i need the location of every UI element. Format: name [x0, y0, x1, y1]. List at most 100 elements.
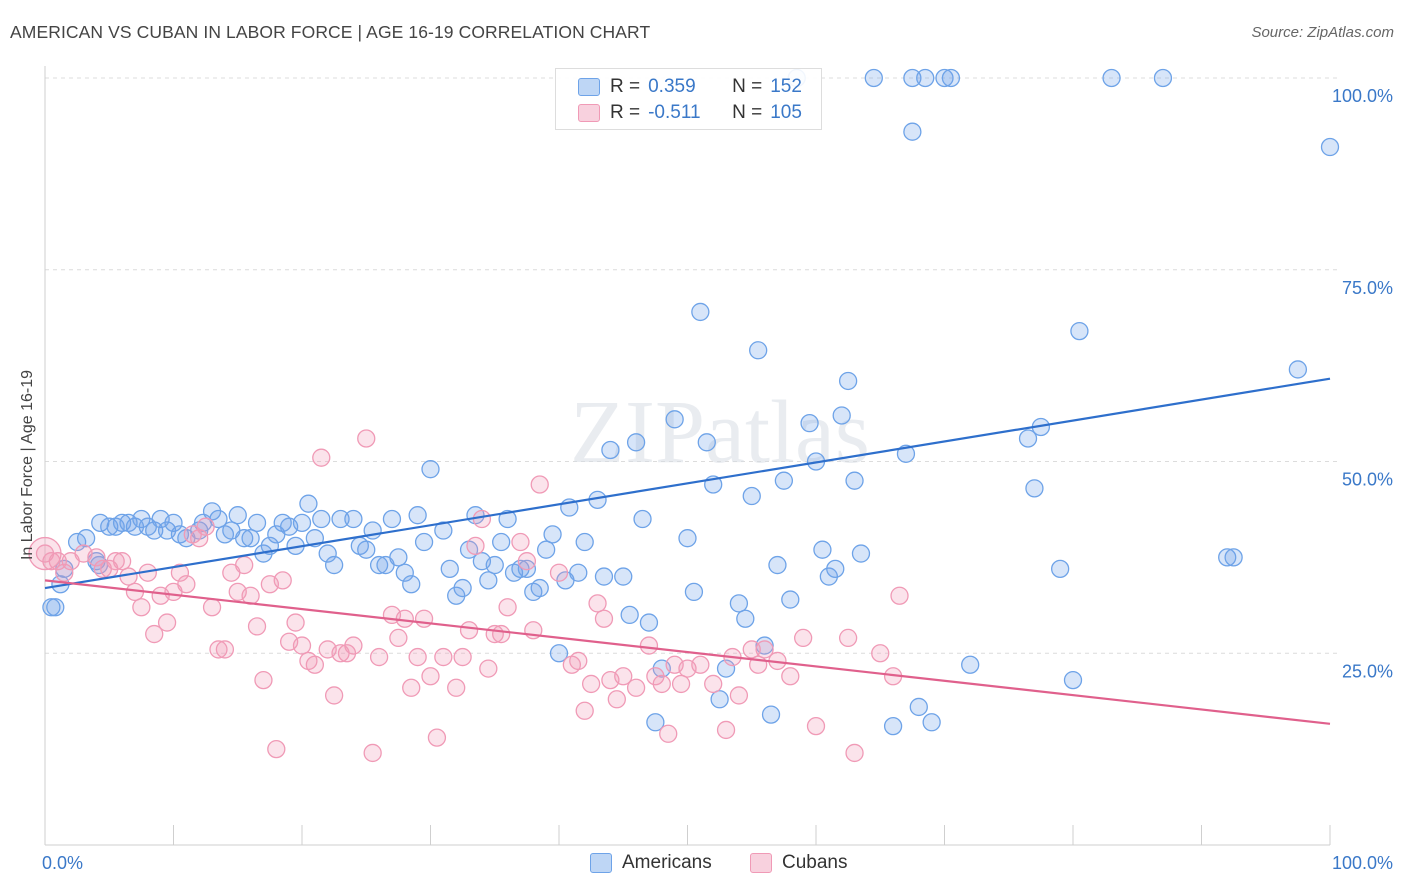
legend-item-cubans: Cubans — [750, 852, 848, 874]
point-americans — [575, 532, 594, 552]
point-americans — [312, 509, 331, 529]
point-americans — [67, 532, 87, 552]
point-americans — [569, 563, 588, 582]
point-cubans — [517, 552, 537, 571]
legend-label-cubans: Cubans — [782, 852, 848, 873]
point-americans — [800, 413, 819, 433]
point-cubans — [273, 571, 292, 590]
legend-row-cubans: R = -0.511 N = 105 — [578, 101, 802, 125]
point-cubans — [479, 659, 498, 678]
point-americans — [896, 444, 916, 463]
point-americans — [357, 540, 376, 559]
point-cubans — [652, 674, 671, 694]
correlation-legend: R = 0.359 N = 152 R = -0.511 N = 105 — [555, 68, 822, 130]
point-americans — [1218, 548, 1237, 567]
x-tick-label: 0.0% — [42, 853, 83, 873]
point-cubans — [794, 628, 813, 648]
point-americans — [549, 644, 569, 663]
point-americans — [537, 540, 556, 559]
point-cubans — [549, 563, 569, 582]
point-cubans — [119, 567, 138, 586]
point-cubans — [170, 563, 190, 582]
point-americans — [164, 513, 183, 533]
point-americans — [299, 494, 318, 513]
point-americans — [1153, 68, 1173, 88]
point-americans — [344, 509, 363, 529]
point-americans — [961, 655, 980, 674]
point-cubans — [177, 575, 196, 594]
point-cubans — [369, 647, 389, 667]
trend-line-cubans — [44, 579, 1331, 725]
point-americans — [639, 613, 659, 632]
point-cubans — [845, 743, 864, 763]
point-americans — [620, 605, 639, 625]
point-cubans — [594, 609, 614, 628]
legend-r-label: R = — [610, 102, 641, 123]
point-americans — [389, 548, 408, 567]
point-cubans — [247, 617, 267, 636]
point-cubans — [235, 555, 254, 575]
point-cubans — [408, 647, 427, 667]
point-americans — [228, 506, 247, 525]
point-americans — [1070, 321, 1089, 341]
point-americans — [646, 713, 665, 732]
point-americans — [1051, 559, 1070, 579]
point-americans — [1025, 479, 1044, 498]
point-americans — [530, 578, 549, 598]
trend-lines — [44, 377, 1331, 725]
point-cubans — [671, 674, 691, 694]
point-americans — [774, 471, 794, 490]
trend-line-americans — [44, 377, 1331, 590]
point-americans — [614, 567, 633, 586]
point-americans — [845, 471, 864, 490]
legend-swatch-americans — [590, 853, 612, 873]
x-tick-label: 100.0% — [1332, 853, 1393, 873]
point-americans — [395, 563, 414, 582]
point-americans — [916, 68, 935, 88]
point-cubans — [530, 475, 549, 494]
point-cubans — [691, 655, 710, 674]
point-cubans — [871, 644, 890, 663]
legend-n-label: N = — [732, 102, 763, 123]
chart-title: AMERICAN VS CUBAN IN LABOR FORCE | AGE 1… — [10, 22, 651, 42]
legend-n-value: 105 — [770, 102, 802, 123]
point-cubans — [466, 536, 485, 556]
point-cubans — [472, 509, 492, 529]
point-cubans — [626, 678, 646, 697]
point-americans — [903, 122, 922, 141]
legend-swatch-cubans — [750, 853, 772, 873]
point-cubans — [324, 686, 344, 705]
point-cubans — [704, 674, 723, 694]
legend-r-label: R = — [610, 76, 641, 97]
legend-r-value: -0.511 — [648, 102, 701, 123]
point-americans — [684, 582, 704, 602]
point-cubans — [389, 628, 408, 648]
point-cubans — [196, 517, 215, 536]
point-americans — [736, 609, 755, 628]
point-cubans — [806, 716, 826, 736]
point-americans — [46, 598, 65, 617]
point-cubans — [254, 670, 273, 690]
point-americans — [864, 68, 883, 88]
point-americans — [626, 433, 646, 452]
point-cubans — [357, 429, 376, 448]
point-cubans — [132, 598, 151, 617]
point-cubans — [498, 598, 517, 617]
point-cubans — [492, 624, 511, 644]
y-tick-label: 50.0% — [1342, 470, 1393, 490]
point-americans — [1102, 68, 1121, 88]
point-cubans — [569, 651, 588, 671]
point-cubans — [215, 640, 235, 659]
point-americans — [440, 559, 459, 579]
point-cubans — [607, 690, 626, 709]
point-cubans — [344, 636, 363, 655]
y-tick-label: 75.0% — [1342, 278, 1393, 298]
point-americans — [414, 532, 434, 552]
axes — [44, 66, 1331, 846]
point-americans — [408, 506, 427, 525]
point-cubans — [363, 743, 382, 763]
point-cubans — [414, 609, 434, 628]
point-americans — [235, 529, 254, 548]
point-cubans — [838, 628, 858, 648]
point-americans — [498, 509, 517, 529]
